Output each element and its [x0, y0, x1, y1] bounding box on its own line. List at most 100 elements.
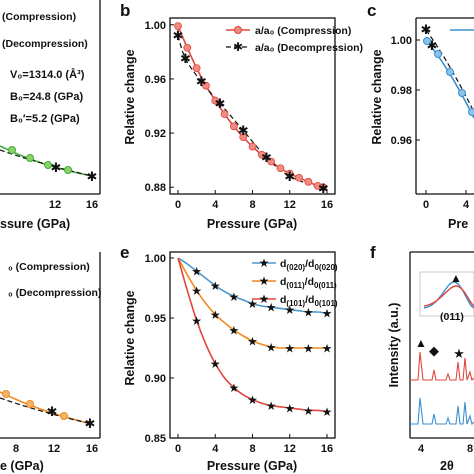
panel-b-x-tick-label: 12 — [284, 199, 296, 211]
panel-d-decompression-curve — [0, 397, 93, 425]
panel-e-point-101: ★ — [228, 381, 239, 395]
panel-a-point — [8, 146, 16, 154]
panel-f-x-axis-label: 2θ — [440, 459, 454, 473]
panel-b-decompression-point: ✱ — [238, 123, 249, 138]
panel-a-point — [26, 154, 34, 162]
panel-b-x-tick-label: 4 — [212, 199, 219, 211]
panel-c-star: ✱ — [427, 38, 438, 53]
panel-e-point-020: ★ — [322, 307, 333, 321]
panel-c-star: ✱ — [421, 22, 432, 37]
panel-e-point-101: ★ — [210, 357, 221, 371]
sub: (020) — [286, 263, 305, 272]
panel-b-compression-point — [285, 169, 294, 178]
panel-b-decompression-line — [177, 35, 324, 190]
panel-d-legend-decompression: ₀ (Decompression) — [8, 287, 101, 299]
panel-e-line-101 — [177, 257, 328, 413]
panel-c-x-tick-label: 0 — [423, 199, 429, 211]
panel-e-point-020: ★ — [210, 279, 221, 293]
panel-a-legend-decompression: (Decompression) — [2, 38, 88, 50]
panel-e-point-101: ★ — [284, 402, 295, 416]
panel-f-triangle-marker: ▲ — [450, 271, 462, 285]
panel-b-y-axis-label: Relative change — [123, 49, 137, 144]
panel-c-point — [468, 108, 474, 116]
panel-a-x-tick: 12 — [49, 199, 61, 211]
panel-a-decompression-curve — [0, 149, 93, 177]
panel-b-x-tick-label: 0 — [175, 199, 181, 211]
panel-c-point — [423, 37, 431, 45]
panel-e-point-011: ★ — [322, 342, 333, 356]
panel-a-legend-compression: (Compression) — [2, 11, 76, 23]
panel-f-y-axis-label: Intensity (a.u.) — [387, 303, 401, 388]
panel-a-annotation-b0-prime: B₀′=5.2 (GPa) — [10, 113, 80, 125]
panel-c-x-tick-label: 4 — [463, 199, 470, 211]
panel-b-decompression-point: ✱ — [173, 28, 184, 43]
panel-b-decompression-point: ✱ — [261, 150, 272, 165]
panel-b-y-tick-label: 0.88 — [145, 182, 166, 194]
panel-b-decompression-point: ✱ — [180, 51, 191, 66]
panel-e-legend-101: d(101)/d0(101) — [280, 294, 338, 308]
panel-e-legend-101-marker: ★ — [259, 292, 270, 306]
panel-f-label: f — [370, 243, 376, 262]
panel-b-y-tick-label: 0.96 — [145, 74, 166, 86]
panel-e-point-101: ★ — [191, 314, 202, 328]
panel-f-pattern-red — [410, 351, 474, 382]
panel-b: b Relative change 0 4 8 12 16 1.00 0.96 0.92 0.8… — [120, 1, 363, 231]
panel-c-decompression-curve — [425, 29, 474, 113]
panel-a-annotation-b0: B₀=24.8 (GPa) — [10, 91, 83, 103]
panel-f-inset-label: (011) — [440, 311, 464, 323]
panel-c: c Relative change 1.00 0.98 0.96 ✱ ✱ 0 4… — [367, 1, 474, 231]
panel-d-x-tick: 16 — [86, 443, 98, 455]
panel-e-point-101: ★ — [266, 399, 277, 413]
panel-e-point-011: ★ — [191, 284, 202, 298]
panel-e-point-011: ★ — [210, 308, 221, 322]
panel-f-star-marker: ★ — [453, 346, 465, 361]
panel-b-compression-point — [229, 122, 238, 131]
panel-b-x-axis-label: Pressure (GPa) — [207, 217, 297, 231]
panel-c-y-tick-label: 1.00 — [391, 35, 412, 47]
panel-d-x-axis-label: e (GPa) — [0, 459, 44, 473]
panel-e-point-020: ★ — [247, 297, 258, 311]
panel-b-compression-point — [276, 164, 285, 173]
panel-e-point-011: ★ — [228, 324, 239, 338]
panel-e-ticks: 0 4 8 12 16 1.00 0.95 0.90 0.85 — [145, 253, 334, 455]
panel-b-compression-point — [220, 110, 229, 119]
panel-e-point-101: ★ — [303, 404, 314, 418]
panel-b-legend-decompression: a/a₀ (Decompression) — [255, 42, 363, 54]
panel-e-x-tick-label: 16 — [321, 443, 333, 455]
panel-b-compression-point — [239, 133, 248, 142]
panel-e-plot-area: ★★★★ ★ ★ ★ ★★★★★ ★ ★ ★ ★★★★★ ★ ★ ★ ★ — [177, 257, 333, 419]
panel-d-x-tick: 8 — [13, 443, 19, 455]
panel-a-x-tick: 16 — [86, 199, 98, 211]
panel-b-compression-point — [174, 22, 182, 31]
panel-a: (Compression) (Decompression) V₀=1314.0 … — [0, 0, 101, 231]
panel-d-point — [2, 390, 10, 398]
panel-b-label: b — [120, 1, 130, 20]
panel-c-x-axis-label: Pre — [448, 217, 468, 231]
panel-e-legend-011-marker: ★ — [259, 274, 270, 288]
panel-e-point-020: ★ — [284, 303, 295, 317]
panel-c-y-axis-label: Relative change — [370, 49, 384, 144]
panel-e-line-011 — [177, 257, 327, 349]
panel-b-x-tick-label: 16 — [321, 199, 333, 211]
panel-b-decompression-point: ✱ — [318, 181, 329, 196]
panel-d-star: ✱ — [85, 416, 96, 431]
panel-e-point-011: ★ — [247, 334, 258, 348]
panel-b-decompression-point: ✱ — [214, 96, 225, 111]
panel-c-point — [458, 89, 466, 97]
panel-f-triangle-marker: ▲ — [415, 336, 427, 350]
panel-d-point — [26, 400, 34, 408]
panel-f-diamond-marker: ◆ — [429, 343, 439, 358]
panel-e-label: e — [120, 243, 129, 262]
panel-e-point-020: ★ — [191, 265, 202, 279]
panel-b-compression-point — [202, 81, 210, 90]
panel-f-x-tick-label: 4 — [418, 443, 425, 455]
panel-e-legend-011: d(011)/d0(011) — [280, 276, 337, 290]
panel-e-x-tick-label: 0 — [175, 443, 181, 455]
panel-e-x-tick-label: 8 — [249, 443, 255, 455]
panel-e-x-tick-label: 4 — [212, 443, 219, 455]
panel-a-star: ✱ — [87, 169, 98, 184]
panel-e-y-tick-label: 1.00 — [145, 253, 166, 265]
panel-b-legend-decompression-marker: ✱ — [233, 40, 243, 54]
panel-d-x-tick: 12 — [48, 443, 60, 455]
